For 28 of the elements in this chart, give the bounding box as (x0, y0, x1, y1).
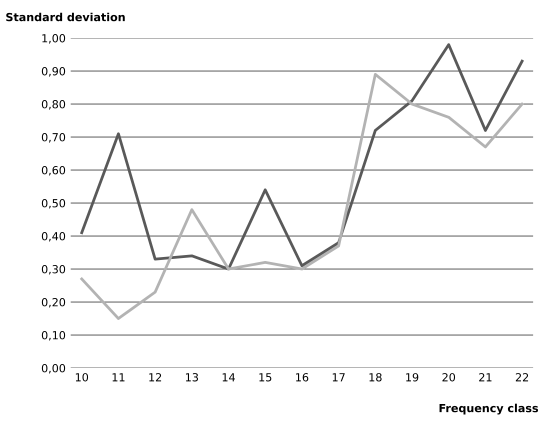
y-tick-label: 0,80 (42, 100, 66, 110)
x-tick-label: 10 (76, 373, 88, 382)
y-tick-label: 1,00 (42, 34, 66, 44)
x-tick-label: 14 (222, 373, 235, 382)
y-tick-label: 0,30 (42, 265, 66, 275)
x-tick-label: 21 (479, 373, 492, 382)
x-tick-label: 16 (296, 373, 308, 382)
x-tick-label: 18 (369, 373, 382, 382)
y-tick-label: 0,00 (42, 364, 66, 374)
x-axis-title: Frequency class (440, 404, 538, 415)
y-axis-title: Standard deviation (6, 12, 125, 22)
y-tick-label: 0,60 (42, 166, 66, 176)
y-tick-label: 0,10 (42, 330, 66, 341)
y-tick-label: 0,50 (42, 199, 66, 209)
y-tick-label: 0,90 (42, 67, 66, 77)
y-tick-label: 0,70 (42, 133, 66, 143)
y-tick-label: 0,40 (42, 232, 66, 242)
x-tick-label: 19 (406, 373, 418, 382)
x-tick-label: 17 (332, 373, 345, 382)
line-series (80, 43, 524, 270)
x-tick-label: 20 (442, 373, 456, 382)
x-tick-label: 13 (186, 373, 198, 382)
x-tick-label: 11 (112, 373, 124, 382)
y-tick-label: 0,20 (42, 298, 66, 308)
x-tick-label: 22 (516, 373, 528, 382)
x-tick-label: 15 (259, 373, 272, 382)
x-tick-label: 12 (149, 373, 162, 382)
line-series (80, 72, 524, 320)
